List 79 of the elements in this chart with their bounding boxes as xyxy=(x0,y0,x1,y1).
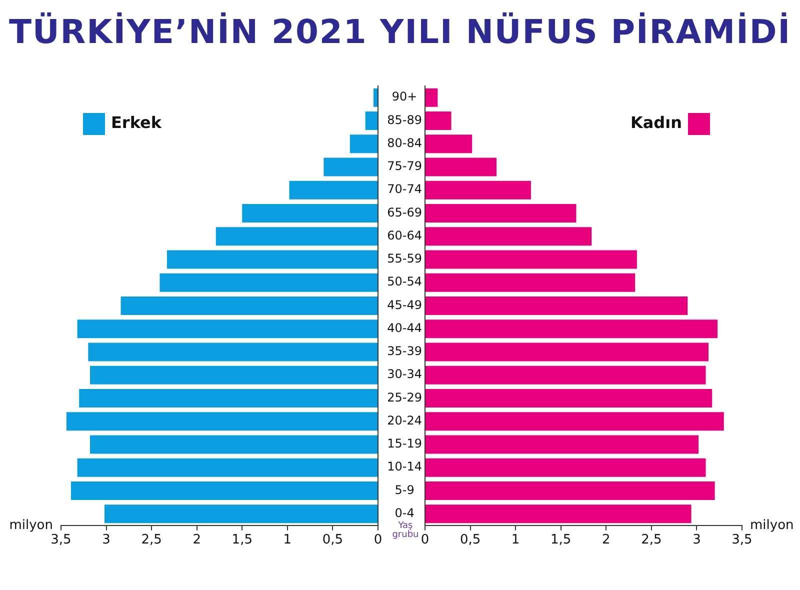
bar xyxy=(426,388,712,408)
x-tick-label: 1,5 xyxy=(232,532,252,548)
bar xyxy=(426,180,531,200)
bar xyxy=(426,435,699,454)
bar xyxy=(104,504,378,524)
x-tick-label: 3 xyxy=(692,532,701,548)
y-tick-label: 40-44 xyxy=(387,320,422,335)
bar xyxy=(426,342,708,362)
bar xyxy=(426,250,637,269)
y-tick-label: 65-69 xyxy=(387,205,422,220)
x-tick-label: 2,5 xyxy=(641,532,662,548)
y-tick-label: 85-89 xyxy=(387,112,422,127)
x-tick-label: 0 xyxy=(420,532,430,548)
bar xyxy=(216,227,378,246)
x-tick-label: 3,5 xyxy=(50,532,72,548)
x-tick-label: 0,5 xyxy=(460,532,481,548)
bar xyxy=(426,227,592,246)
x-tick-label: 2,5 xyxy=(141,532,162,548)
y-tick-label: 55-59 xyxy=(387,252,422,266)
bar xyxy=(426,134,472,154)
bar xyxy=(350,134,378,154)
y-tick-label: 60-64 xyxy=(387,228,422,242)
bar xyxy=(426,111,452,130)
x-tick-label: 2 xyxy=(192,532,201,548)
chart-title: TÜRKİYE’NİN 2021 YILI NÜFUS PİRAMİDİ xyxy=(8,12,792,51)
bar xyxy=(426,458,706,477)
y-tick-label: 20-24 xyxy=(387,413,422,428)
y-tick-label: 10-14 xyxy=(387,460,422,474)
legend-label: Kadın xyxy=(630,113,682,132)
bar xyxy=(66,412,378,431)
x-tick-label: 1 xyxy=(511,532,520,548)
bar xyxy=(365,111,378,130)
y-tick-label: 45-49 xyxy=(387,298,422,312)
y-tick-label: 35-39 xyxy=(387,344,422,358)
bar xyxy=(88,342,378,362)
y-tick-label: 30-34 xyxy=(387,367,422,382)
x-tick-label: 3 xyxy=(102,532,110,548)
bar xyxy=(373,88,378,107)
y-axis-title: Yaş grubu xyxy=(392,521,419,540)
bar xyxy=(426,273,636,292)
x-tick-label: 3,5 xyxy=(732,532,752,548)
x-tick-label: 1 xyxy=(283,532,292,548)
bar xyxy=(324,158,378,176)
bar xyxy=(120,296,378,315)
y-tick-label: 0-4 xyxy=(394,506,414,520)
bar xyxy=(426,88,438,107)
y-tick-label: 70-74 xyxy=(387,182,422,196)
bar xyxy=(90,435,378,454)
bar xyxy=(426,204,576,222)
bar xyxy=(426,481,715,500)
y-tick-label: 90+ xyxy=(392,90,418,104)
bar xyxy=(426,504,692,524)
y-tick-label: 80-84 xyxy=(387,136,422,150)
y-tick-label: 5-9 xyxy=(394,482,414,497)
x-tick-label: 1,5 xyxy=(550,532,572,548)
x-tick-label: 0 xyxy=(374,532,382,548)
bar xyxy=(242,204,378,222)
bar xyxy=(79,388,378,408)
bar xyxy=(289,180,378,200)
bar xyxy=(77,458,378,477)
bar xyxy=(426,366,706,384)
y-tick-label: 50-54 xyxy=(387,274,422,289)
x-axis-title: milyon xyxy=(750,518,794,533)
bar xyxy=(70,481,378,500)
x-tick-label: 0,5 xyxy=(322,532,344,548)
bar xyxy=(426,320,718,338)
y-tick-label: 75-79 xyxy=(387,159,422,174)
x-tick-label: 2 xyxy=(602,532,610,548)
y-tick-label: 15-19 xyxy=(387,436,422,451)
bar xyxy=(77,320,378,338)
bar xyxy=(90,366,378,384)
bar xyxy=(426,158,497,176)
bar xyxy=(166,250,378,269)
y-tick-label: 25-29 xyxy=(387,390,422,404)
bar xyxy=(160,273,378,292)
bar xyxy=(426,412,724,431)
bar xyxy=(426,296,688,315)
legend-label: Erkek xyxy=(111,113,162,132)
x-axis-title: milyon xyxy=(9,518,53,533)
